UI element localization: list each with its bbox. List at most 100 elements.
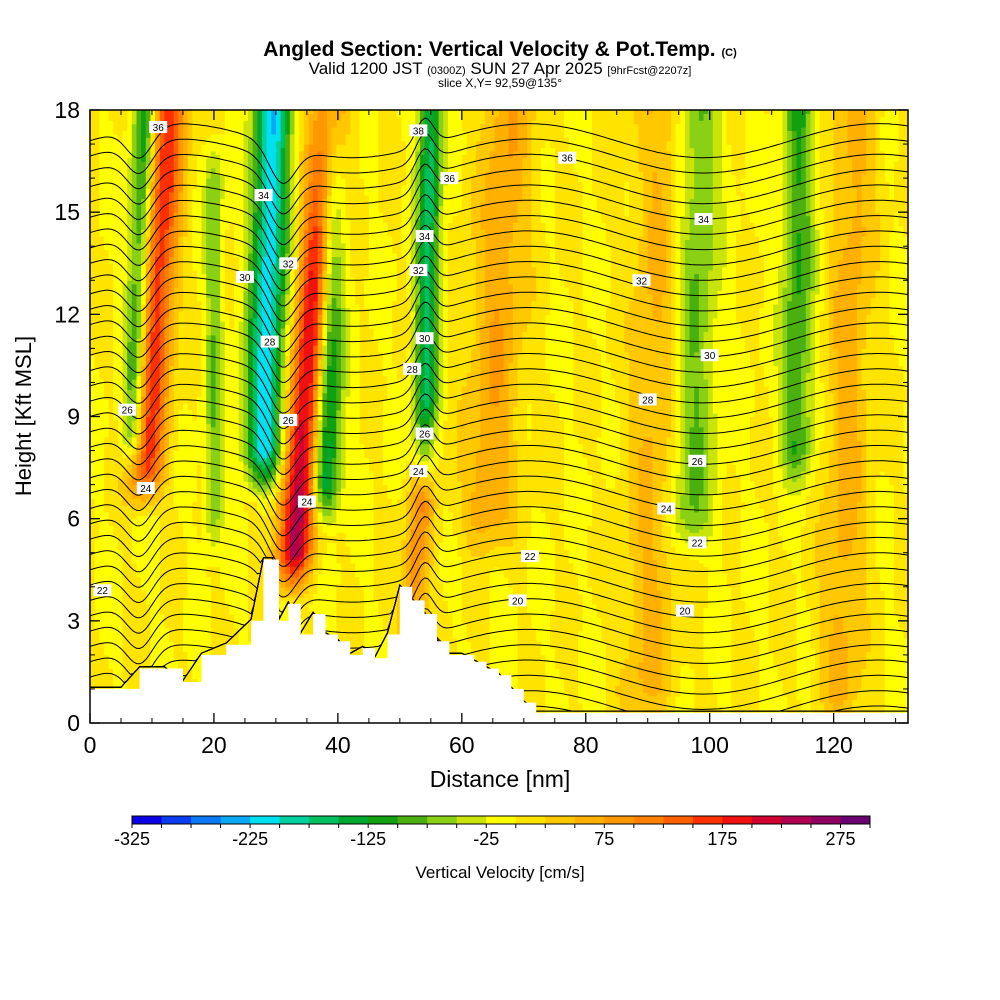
velocity-cell xyxy=(568,556,588,561)
velocity-cell xyxy=(299,549,305,554)
velocity-cell xyxy=(210,443,221,448)
velocity-cell xyxy=(327,532,337,537)
velocity-cell xyxy=(643,549,653,554)
velocity-cell xyxy=(438,498,463,503)
velocity-cell xyxy=(117,535,133,540)
velocity-cell xyxy=(131,532,161,537)
velocity-cell xyxy=(856,430,867,435)
velocity-cell xyxy=(443,419,458,424)
velocity-cell xyxy=(805,467,811,472)
velocity-cell xyxy=(708,443,718,448)
velocity-cell xyxy=(573,430,602,435)
velocity-cell xyxy=(373,491,388,496)
velocity-cell xyxy=(852,706,886,710)
velocity-cell xyxy=(759,661,774,666)
velocity-cell xyxy=(183,644,212,649)
velocity-cell xyxy=(819,454,830,458)
velocity-cell xyxy=(108,654,124,659)
velocity-cell xyxy=(220,477,226,482)
velocity-cell xyxy=(638,467,653,472)
velocity-cell xyxy=(224,477,244,482)
velocity-cell xyxy=(178,678,198,683)
velocity-cell xyxy=(285,454,291,458)
velocity-cell xyxy=(703,491,709,496)
velocity-cell xyxy=(257,426,272,431)
velocity-cell xyxy=(415,518,430,523)
velocity-cell xyxy=(113,678,124,683)
velocity-cell xyxy=(703,525,714,530)
velocity-cell xyxy=(884,624,900,629)
velocity-cell xyxy=(666,436,677,441)
velocity-cell xyxy=(787,419,802,424)
velocity-cell xyxy=(248,416,254,421)
velocity-cell xyxy=(615,484,630,489)
velocity-cell xyxy=(303,532,309,537)
velocity-cell xyxy=(856,511,867,516)
velocity-cell xyxy=(773,430,779,435)
velocity-cell xyxy=(489,634,519,639)
velocity-cell xyxy=(438,430,444,435)
velocity-cell xyxy=(842,624,872,629)
velocity-cell xyxy=(271,498,277,503)
velocity-cell xyxy=(433,549,440,554)
velocity-cell xyxy=(703,637,732,642)
velocity-cell xyxy=(489,671,519,676)
velocity-cell xyxy=(796,644,811,649)
velocity-cell xyxy=(122,556,133,561)
velocity-cell xyxy=(220,471,226,475)
velocity-cell xyxy=(554,562,574,567)
velocity-cell xyxy=(740,528,770,533)
velocity-cell xyxy=(698,505,709,509)
velocity-cell xyxy=(768,586,798,591)
velocity-cell xyxy=(396,617,402,622)
velocity-cell xyxy=(406,573,412,578)
velocity-cell xyxy=(671,532,681,537)
velocity-cell xyxy=(317,477,323,482)
velocity-cell xyxy=(536,631,551,635)
velocity-cell xyxy=(708,593,732,598)
velocity-cell xyxy=(433,552,440,557)
velocity-cell xyxy=(275,590,291,595)
velocity-cell xyxy=(159,426,165,431)
velocity-cell xyxy=(526,603,556,608)
velocity-cell xyxy=(159,413,165,418)
velocity-cell xyxy=(461,593,491,598)
velocity-cell xyxy=(475,654,491,659)
velocity-cell xyxy=(150,658,179,663)
velocity-cell xyxy=(131,552,161,557)
velocity-cell xyxy=(196,491,203,496)
velocity-cell xyxy=(308,586,319,591)
velocity-cell xyxy=(266,494,277,499)
velocity-cell xyxy=(508,511,519,516)
velocity-cell xyxy=(322,416,328,421)
velocity-cell xyxy=(313,528,319,533)
velocity-cell xyxy=(150,627,170,632)
velocity-cell xyxy=(275,457,282,462)
velocity-cell xyxy=(364,651,388,656)
velocity-cell xyxy=(601,423,621,428)
velocity-cell xyxy=(248,481,254,486)
velocity-cell xyxy=(708,583,728,588)
velocity-cell xyxy=(587,542,630,547)
velocity-cell xyxy=(717,423,751,428)
velocity-cell xyxy=(178,508,193,513)
velocity-cell xyxy=(220,430,226,435)
velocity-cell xyxy=(350,549,375,554)
velocity-cell xyxy=(815,443,821,448)
velocity-cell xyxy=(619,450,630,455)
velocity-cell xyxy=(303,562,309,567)
velocity-cell xyxy=(866,457,904,462)
velocity-cell xyxy=(94,607,124,612)
velocity-cell xyxy=(666,464,672,469)
velocity-cell xyxy=(703,607,732,612)
velocity-cell xyxy=(299,430,305,435)
velocity-cell xyxy=(122,576,142,581)
velocity-cell xyxy=(712,525,723,530)
velocity-cell xyxy=(875,549,895,554)
velocity-cell xyxy=(801,702,811,707)
velocity-cell xyxy=(341,501,375,506)
velocity-cell xyxy=(750,440,774,445)
velocity-cell xyxy=(359,436,384,441)
velocity-cell xyxy=(671,658,705,663)
velocity-cell xyxy=(429,515,435,520)
